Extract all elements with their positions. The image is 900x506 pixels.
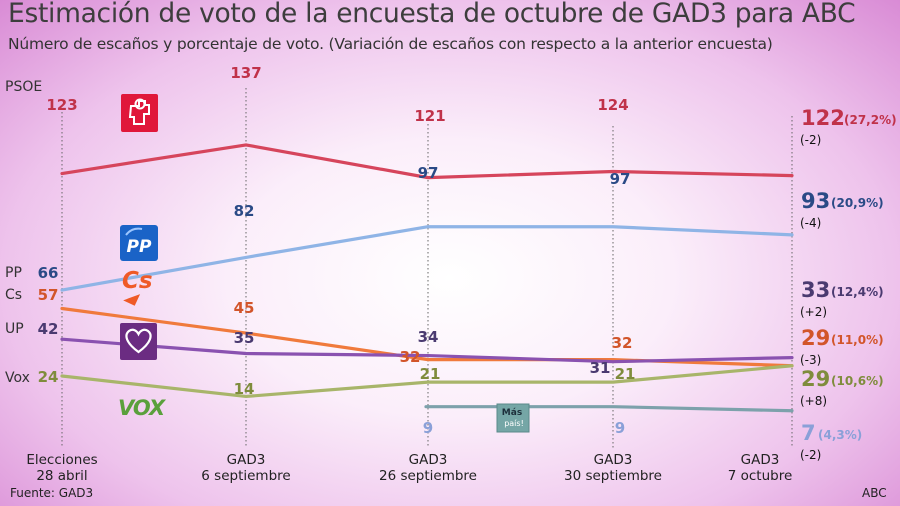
psoe-fist-icon bbox=[128, 100, 150, 125]
series-line bbox=[60, 225, 794, 292]
end-change-label: (-3) bbox=[800, 353, 821, 367]
x-tick-label: GAD3 bbox=[741, 452, 780, 468]
data-label: 9 bbox=[423, 419, 433, 437]
series-line bbox=[60, 143, 794, 180]
end-change-label: (-4) bbox=[800, 216, 821, 230]
end-change-label: (+8) bbox=[800, 394, 827, 408]
end-value-label: 29 bbox=[801, 326, 830, 350]
data-label: 121 bbox=[414, 107, 445, 125]
end-change-label: (+2) bbox=[800, 305, 827, 319]
x-tick-label: 30 septiembre bbox=[564, 468, 662, 484]
x-tick-label: 28 abril bbox=[36, 468, 87, 484]
brand-label: ABC bbox=[862, 486, 887, 500]
end-percent-label: (20,9%) bbox=[831, 196, 884, 210]
data-label: 31 bbox=[590, 359, 611, 377]
data-label: 137 bbox=[230, 64, 261, 82]
end-value-label: 122 bbox=[801, 106, 845, 130]
psoe-rose-icon bbox=[134, 98, 146, 110]
series-label: UP bbox=[5, 321, 24, 337]
end-value-label: 29 bbox=[801, 367, 830, 391]
x-tick-label: Elecciones bbox=[26, 452, 97, 468]
end-percent-label: (12,4%) bbox=[831, 285, 884, 299]
data-label: 21 bbox=[420, 365, 441, 383]
data-label: 24 bbox=[38, 368, 59, 386]
data-label: 14 bbox=[234, 380, 255, 398]
end-percent-label: (27,2%) bbox=[844, 113, 897, 127]
x-tick-label: GAD3 bbox=[594, 452, 633, 468]
data-label: 124 bbox=[597, 96, 628, 114]
pp-bird-icon bbox=[125, 227, 143, 236]
series-label: PSOE bbox=[5, 79, 42, 95]
end-change-label: (-2) bbox=[800, 133, 821, 147]
end-value-label: 93 bbox=[801, 189, 830, 213]
up-heart-icon bbox=[125, 328, 152, 354]
mas-pais-logo-text: país! bbox=[504, 419, 524, 428]
series-line bbox=[424, 405, 794, 413]
data-label: 32 bbox=[612, 334, 633, 352]
x-tick-label: 26 septiembre bbox=[379, 468, 477, 484]
vox-logo-icon: VOX bbox=[118, 396, 167, 420]
series-label: Vox bbox=[5, 370, 30, 386]
data-label: 45 bbox=[234, 299, 255, 317]
mas-pais-logo-icon bbox=[496, 403, 530, 433]
chart-title: Estimación de voto de la encuesta de oct… bbox=[8, 0, 856, 29]
data-label: 97 bbox=[418, 164, 439, 182]
end-value-label: 7 bbox=[801, 421, 816, 445]
data-label: 42 bbox=[38, 320, 59, 338]
data-label: 123 bbox=[46, 96, 77, 114]
x-tick-label: GAD3 bbox=[409, 452, 448, 468]
data-label: 21 bbox=[615, 365, 636, 383]
data-label: 34 bbox=[418, 328, 439, 346]
chart-subtitle: Número de escaños y porcentaje de voto. … bbox=[8, 35, 773, 53]
data-label: 66 bbox=[38, 264, 59, 282]
series-label: PP bbox=[5, 265, 22, 281]
series-line bbox=[60, 337, 794, 364]
series-label: Cs bbox=[5, 287, 22, 303]
data-label: 32 bbox=[400, 348, 421, 366]
data-label: 97 bbox=[610, 170, 631, 188]
data-label: 82 bbox=[234, 202, 255, 220]
end-value-label: 33 bbox=[801, 278, 830, 302]
up-heart-logo-icon bbox=[120, 323, 157, 360]
psoe-rose-logo-icon bbox=[121, 94, 158, 132]
data-label: 9 bbox=[615, 419, 625, 437]
data-label: 57 bbox=[38, 286, 59, 304]
end-percent-label: (10,6%) bbox=[831, 374, 884, 388]
x-tick-label: GAD3 bbox=[227, 452, 266, 468]
series-line bbox=[60, 364, 794, 399]
end-percent-label: (11,0%) bbox=[831, 333, 884, 347]
pp-logo-icon bbox=[120, 225, 158, 261]
x-tick-label: 7 octubre bbox=[728, 468, 793, 484]
end-percent-label: (4,3%) bbox=[818, 428, 862, 442]
cs-logo-icon: Cs bbox=[122, 268, 153, 294]
cs-arrow-icon bbox=[123, 294, 141, 306]
data-label: 35 bbox=[234, 329, 255, 347]
source-note: Fuente: GAD3 bbox=[10, 486, 94, 500]
end-change-label: (-2) bbox=[800, 448, 821, 462]
pp-logo-text: PP bbox=[127, 237, 152, 257]
mas-pais-logo-text: Más bbox=[502, 408, 522, 418]
x-tick-label: 6 septiembre bbox=[201, 468, 290, 484]
